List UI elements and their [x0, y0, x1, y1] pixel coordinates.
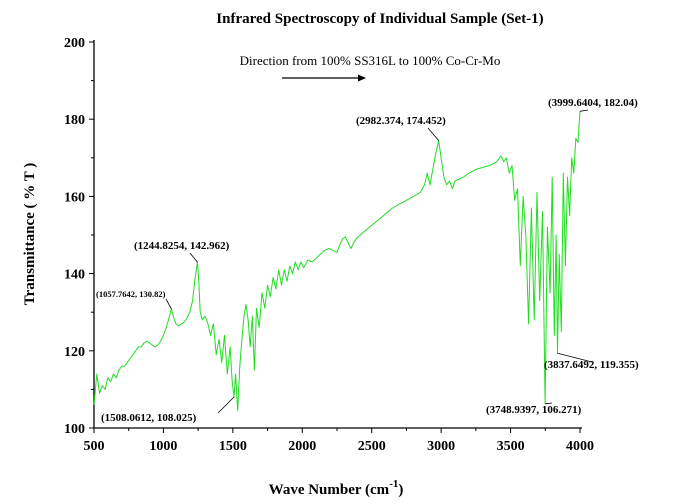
x-axis-label-superscript: -1 — [389, 478, 398, 490]
peak-annotations: (1057.7642, 130.82) (1244.8254, 142.962) (… — [96, 97, 639, 424]
x-axis-label: Wave Number (cm-1) — [269, 478, 404, 498]
y-tick-label: 100 — [64, 422, 85, 437]
x-axis-label-main: Wave Number (cm — [269, 482, 390, 498]
annotation-label: (1244.8254, 142.962) — [134, 240, 230, 252]
annotation-leader — [427, 127, 440, 141]
annotation-label: (3999.6404, 182.04) — [548, 97, 638, 109]
x-tick-label: 1000 — [149, 439, 177, 454]
annotation-leader — [217, 396, 235, 414]
annotation-leader — [545, 402, 553, 405]
x-tick-label: 2000 — [288, 439, 316, 454]
annotation-leader — [165, 298, 172, 310]
x-tick-label: 1500 — [219, 439, 247, 454]
y-axis-ticks: 100 120 140 160 180 200 — [64, 36, 94, 437]
y-tick-label: 140 — [64, 268, 85, 283]
chart-title: Infrared Spectroscopy of Individual Samp… — [216, 11, 543, 27]
x-axis-ticks: 500 1000 1500 2000 2500 3000 3500 4000 — [84, 428, 594, 454]
x-tick-label: 3500 — [497, 439, 525, 454]
x-tick-label: 4000 — [566, 439, 594, 454]
y-tick-label: 180 — [64, 113, 85, 128]
x-tick-label: 3000 — [427, 439, 455, 454]
axes — [93, 40, 582, 429]
annotation-leader — [557, 352, 593, 363]
y-tick-label: 160 — [64, 190, 85, 205]
y-tick-label: 200 — [64, 36, 85, 51]
x-axis-label-close: ) — [398, 482, 403, 498]
annotation-label: (1057.7642, 130.82) — [96, 289, 166, 299]
direction-arrow — [282, 74, 366, 82]
annotation-label: (2982.374, 174.452) — [356, 115, 446, 127]
x-tick-label: 500 — [84, 439, 105, 454]
direction-note: Direction from 100% SS316L to 100% Co-Cr… — [240, 53, 501, 68]
annotation-label: (3837.6492, 119.355) — [544, 359, 639, 371]
y-axis-label: Transmittance ( % T ) — [22, 163, 38, 306]
y-tick-label: 120 — [64, 345, 85, 360]
annotation-leader — [189, 252, 198, 263]
annotation-label: (3748.9397, 106.271) — [486, 404, 582, 416]
series-line-ir-spectrum — [93, 111, 581, 412]
x-tick-label: 2500 — [358, 439, 386, 454]
annotation-label: (1508.0612, 108.025) — [101, 412, 197, 424]
annotation-leader — [579, 109, 589, 112]
